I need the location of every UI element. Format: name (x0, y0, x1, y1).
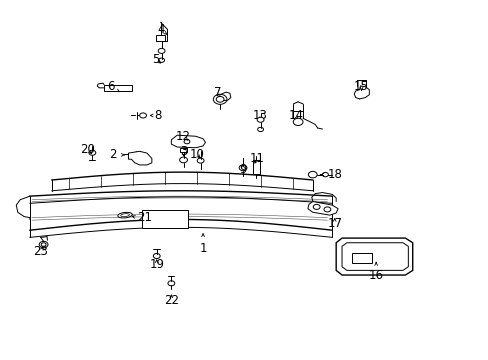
Text: 1: 1 (199, 242, 206, 255)
Text: 7: 7 (213, 86, 221, 99)
Bar (180, 148, 186, 152)
Text: 9: 9 (239, 163, 246, 176)
Ellipse shape (121, 213, 129, 217)
Bar (253, 160, 259, 174)
Text: 8: 8 (154, 109, 162, 122)
Text: 23: 23 (33, 245, 48, 258)
Polygon shape (341, 243, 407, 270)
Circle shape (257, 117, 264, 122)
Circle shape (140, 113, 146, 118)
Polygon shape (171, 135, 205, 148)
Text: 13: 13 (253, 109, 267, 122)
Text: 21: 21 (137, 211, 152, 224)
Bar (156, 36, 164, 41)
Ellipse shape (118, 212, 132, 218)
Text: 18: 18 (327, 168, 342, 181)
Text: 15: 15 (353, 80, 368, 93)
Circle shape (216, 96, 224, 102)
Bar (142, 211, 188, 228)
Text: 20: 20 (80, 143, 95, 156)
Text: 17: 17 (326, 216, 342, 230)
Text: 5: 5 (152, 53, 159, 66)
Text: 19: 19 (149, 258, 164, 271)
Polygon shape (128, 151, 152, 165)
Polygon shape (307, 202, 337, 215)
Polygon shape (335, 238, 412, 275)
Circle shape (293, 118, 303, 126)
Text: 16: 16 (368, 269, 383, 282)
Text: 12: 12 (176, 130, 191, 144)
Text: 14: 14 (287, 109, 303, 122)
Text: 2: 2 (109, 148, 117, 161)
Circle shape (158, 48, 164, 53)
Text: 11: 11 (250, 152, 264, 165)
Bar (104, 85, 132, 91)
Bar (351, 253, 371, 263)
Circle shape (41, 243, 46, 246)
Text: 4: 4 (157, 23, 164, 36)
Text: 10: 10 (189, 148, 204, 161)
Text: 22: 22 (163, 294, 179, 307)
Text: 6: 6 (106, 80, 114, 93)
Text: 3: 3 (180, 145, 187, 158)
